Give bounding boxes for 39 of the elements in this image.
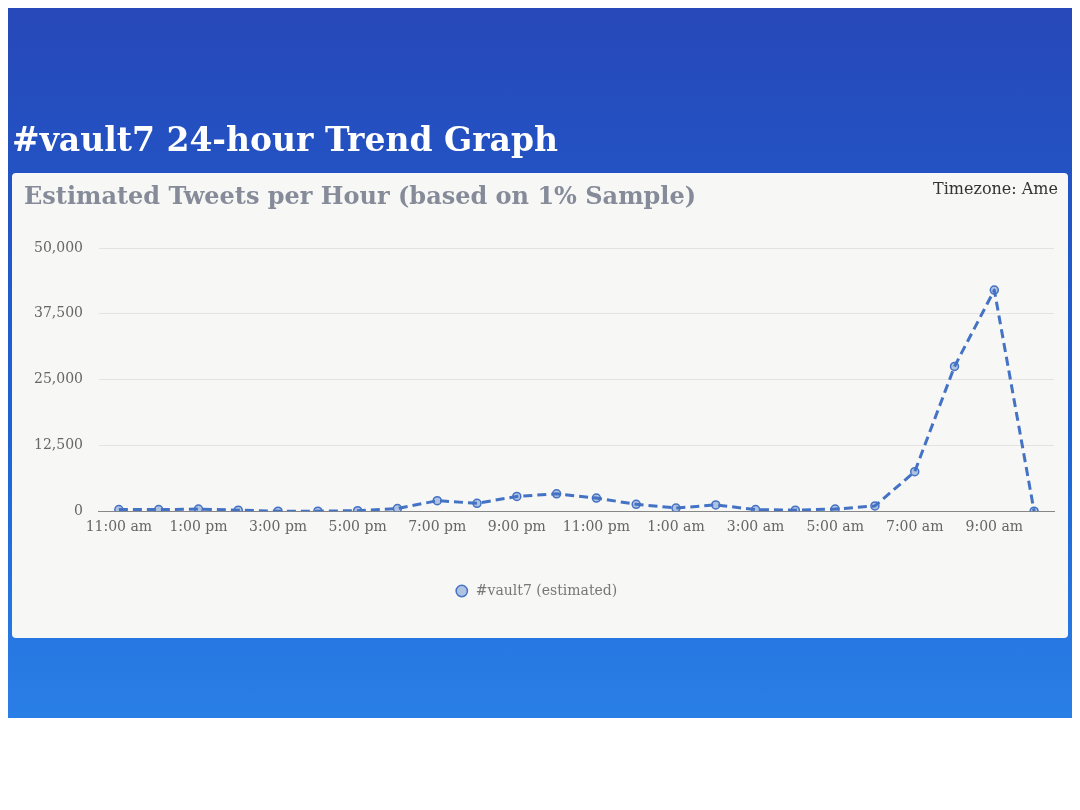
point: [392, 503, 403, 512]
point: [551, 489, 562, 499]
point: [591, 493, 602, 503]
legend-label: #vault7 (estimated): [475, 581, 618, 598]
x-tick-label: 11:00 am: [85, 518, 153, 535]
point: [432, 495, 442, 506]
x-tick-label: 1:00 am: [647, 518, 705, 535]
x-tick-label: 3:00 am: [726, 518, 785, 535]
point: [631, 499, 641, 510]
point: [193, 504, 204, 512]
chart-title: #vault7 24-hour Trend Graph: [12, 120, 560, 159]
x-tick-label: 11:00 pm: [562, 518, 630, 535]
x-tick-label: 9:00 am: [965, 518, 1024, 535]
y-tick-label: 0: [74, 501, 83, 518]
x-tick-label: 7:00 pm: [408, 518, 467, 535]
x-tick-label: 5:00 pm: [328, 518, 387, 535]
point: [153, 504, 164, 512]
point: [870, 501, 880, 511]
point: [114, 504, 124, 512]
point: [671, 503, 681, 512]
text: Timezone: Ame: [933, 179, 1058, 198]
point: [909, 466, 920, 477]
point: [472, 498, 482, 509]
chart-subtitle: Estimated Tweets per Hour (based on 1% Sample): [24, 181, 697, 210]
point: [711, 500, 721, 510]
y-tick-label: 12,500: [33, 436, 83, 453]
point: [830, 504, 840, 512]
y-tick-label: 50,000: [33, 238, 83, 255]
y-tick-label: 25,000: [33, 370, 83, 387]
point: [949, 361, 960, 372]
point: [989, 285, 1000, 295]
point: [750, 504, 761, 512]
x-tick-label: 9:00 pm: [487, 518, 546, 535]
x-tick-label: 7:00 am: [885, 518, 944, 535]
x-tick-label: 3:00 pm: [248, 518, 308, 535]
y-tick-label: 37,500: [33, 304, 83, 321]
x-tick-label: 1:00 pm: [169, 518, 228, 535]
point: [512, 491, 522, 502]
x-tick-label: 5:00 am: [806, 518, 864, 535]
